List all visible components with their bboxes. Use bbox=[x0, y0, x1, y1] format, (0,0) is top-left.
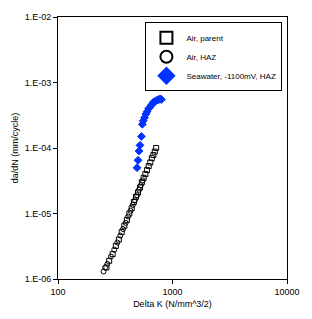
svg-text:1.E-05: 1.E-05 bbox=[25, 209, 52, 219]
svg-text:1.E-03: 1.E-03 bbox=[25, 78, 52, 88]
svg-text:1.E-06: 1.E-06 bbox=[25, 274, 52, 284]
svg-text:1000: 1000 bbox=[162, 287, 182, 297]
svg-text:Air, parent: Air, parent bbox=[186, 34, 223, 43]
svg-text:da/dN (mm/cycle): da/dN (mm/cycle) bbox=[10, 113, 20, 184]
svg-text:Air, HAZ: Air, HAZ bbox=[186, 53, 216, 62]
svg-text:Delta K (N/mm^3/2): Delta K (N/mm^3/2) bbox=[133, 299, 212, 309]
svg-text:1.E-02: 1.E-02 bbox=[25, 12, 52, 22]
svg-text:1.E-04: 1.E-04 bbox=[25, 143, 52, 153]
svg-text:Seawater, -1100mV, HAZ: Seawater, -1100mV, HAZ bbox=[186, 72, 275, 81]
svg-text:10000: 10000 bbox=[274, 287, 299, 297]
svg-text:100: 100 bbox=[50, 287, 65, 297]
